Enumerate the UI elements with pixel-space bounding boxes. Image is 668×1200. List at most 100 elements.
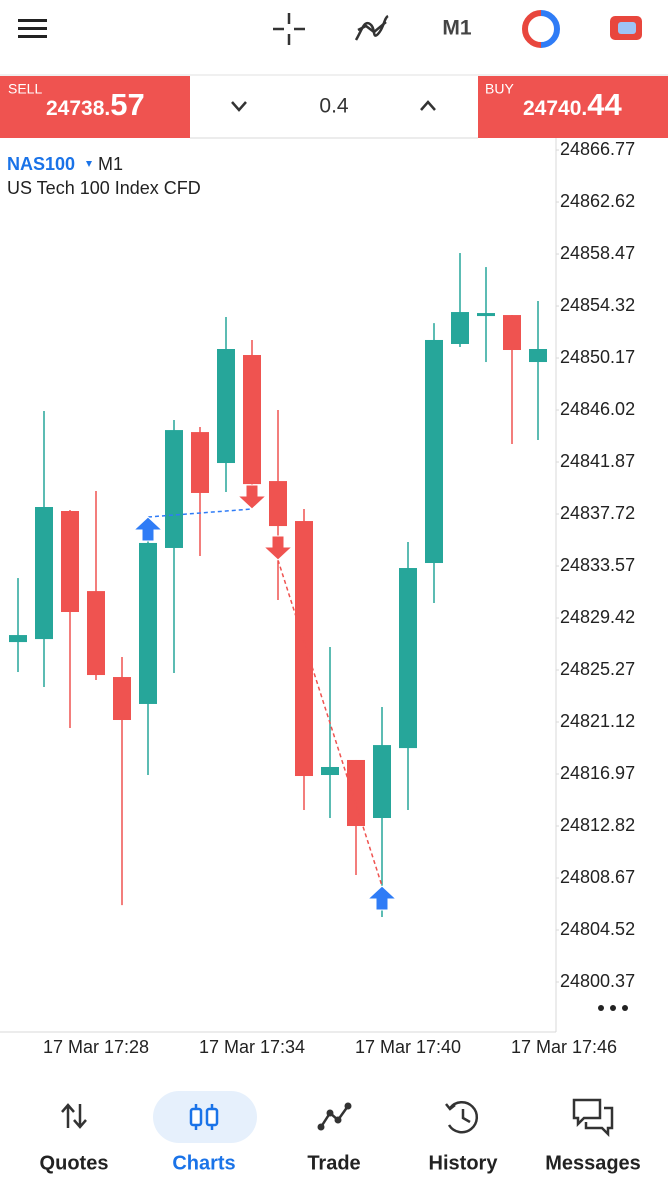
sell-background	[0, 76, 190, 138]
time-label: 17 Mar 17:40	[355, 1037, 461, 1057]
crosshair-icon[interactable]	[273, 13, 305, 45]
trade-nav-icon[interactable]	[317, 1102, 352, 1131]
candle-body	[399, 568, 417, 749]
menu-line	[18, 19, 47, 22]
icon-dot	[334, 1116, 342, 1124]
candle	[399, 541, 417, 810]
buy-price-big: 44	[587, 87, 622, 122]
price-label: 24804.52	[560, 919, 635, 939]
menu-line	[18, 35, 47, 38]
icon-bubble	[584, 1106, 614, 1138]
candle	[529, 301, 547, 440]
candle	[477, 267, 495, 363]
price-label: 24829.42	[560, 607, 635, 627]
candle-body	[87, 591, 105, 676]
symbol-dropdown[interactable]	[86, 161, 92, 167]
menu-dot	[622, 1005, 628, 1011]
candle-body	[503, 315, 521, 351]
active-nav-highlight	[153, 1091, 257, 1143]
candle-body	[373, 745, 391, 818]
sell-label: SELL	[8, 81, 42, 97]
icon-arc	[540, 10, 560, 48]
sell-button[interactable]: SELL 24738.57	[0, 76, 190, 138]
nav-label[interactable]: Quotes	[40, 1152, 109, 1174]
trade-icon[interactable]	[522, 10, 560, 48]
timeframe-button[interactable]: M1	[442, 17, 471, 40]
chart-symbol[interactable]: NAS100	[7, 154, 75, 174]
icon-dot	[317, 1123, 325, 1131]
volume-value[interactable]: 0.4	[319, 95, 349, 118]
candle-body	[165, 430, 183, 548]
icon-hands	[461, 1109, 471, 1124]
sell-price-big: 57	[110, 87, 144, 122]
indicators-icon[interactable]	[354, 14, 389, 41]
price-label: 24850.17	[560, 347, 635, 367]
icon-bubble	[572, 1098, 602, 1128]
nav-label[interactable]: Messages	[545, 1152, 641, 1174]
buy-label: BUY	[485, 81, 514, 97]
buy-arrow	[132, 516, 164, 542]
buy-background	[478, 76, 668, 138]
price-label: 24837.72	[560, 503, 635, 523]
time-label: 17 Mar 17:34	[199, 1037, 305, 1057]
price-label: 24816.97	[560, 763, 635, 783]
price-label: 24800.37	[560, 971, 635, 991]
volume-decrease[interactable]	[231, 101, 247, 112]
icon-dot	[344, 1102, 352, 1110]
menu-dot	[598, 1005, 604, 1011]
icon-center	[533, 21, 549, 37]
charts-icon[interactable]	[189, 1104, 219, 1130]
candle	[347, 759, 365, 876]
nav-label[interactable]: History	[429, 1152, 499, 1174]
hamburger-menu[interactable]	[18, 19, 47, 38]
volume-increase[interactable]	[420, 100, 436, 111]
nav-label[interactable]: Charts	[172, 1152, 235, 1174]
buy-price: 24740.44	[523, 87, 622, 122]
candle-body	[61, 511, 79, 613]
price-label: 24825.27	[560, 659, 635, 679]
sell-price-main: 24738.	[46, 97, 110, 120]
icon-inner	[618, 22, 636, 34]
candle	[425, 323, 443, 603]
price-label: 24854.32	[560, 295, 635, 315]
messages-icon[interactable]	[572, 1098, 614, 1138]
price-label: 24833.57	[560, 555, 635, 575]
candle	[87, 490, 105, 681]
candle-body	[243, 355, 261, 485]
icon-dot	[326, 1109, 334, 1117]
price-label: 24858.47	[560, 243, 635, 263]
price-label: 24821.12	[560, 711, 635, 731]
candle	[451, 253, 469, 347]
one-click-trading-icon[interactable]	[610, 16, 642, 40]
icon-arrow	[445, 1103, 456, 1111]
icon-line	[319, 1105, 350, 1128]
candle-body	[9, 635, 27, 643]
chart-timeframe: M1	[98, 154, 123, 174]
candle-body	[451, 312, 469, 344]
candle-body	[295, 521, 313, 777]
candle	[191, 427, 209, 556]
indicator-curve	[357, 21, 387, 34]
candle	[295, 509, 313, 810]
candle-body	[425, 339, 443, 564]
nav-label[interactable]: Trade	[307, 1152, 360, 1174]
icon-clock	[447, 1101, 479, 1134]
candle	[373, 706, 391, 917]
sell-price: 24738.57	[46, 87, 145, 122]
price-label: 24846.02	[560, 399, 635, 419]
more-menu[interactable]	[598, 1005, 628, 1011]
quotes-icon[interactable]	[61, 1103, 87, 1129]
candle-body	[269, 481, 287, 527]
candle	[113, 656, 131, 906]
candle	[217, 317, 235, 492]
candle	[61, 510, 79, 729]
time-label: 17 Mar 17:46	[511, 1037, 617, 1057]
history-icon[interactable]	[445, 1101, 479, 1134]
price-label: 24866.77	[560, 139, 635, 159]
candle	[243, 339, 261, 500]
buy-button[interactable]: BUY 24740.44	[478, 76, 668, 138]
candle-body	[191, 432, 209, 493]
candle-body	[139, 542, 157, 704]
candle-body	[35, 507, 53, 640]
